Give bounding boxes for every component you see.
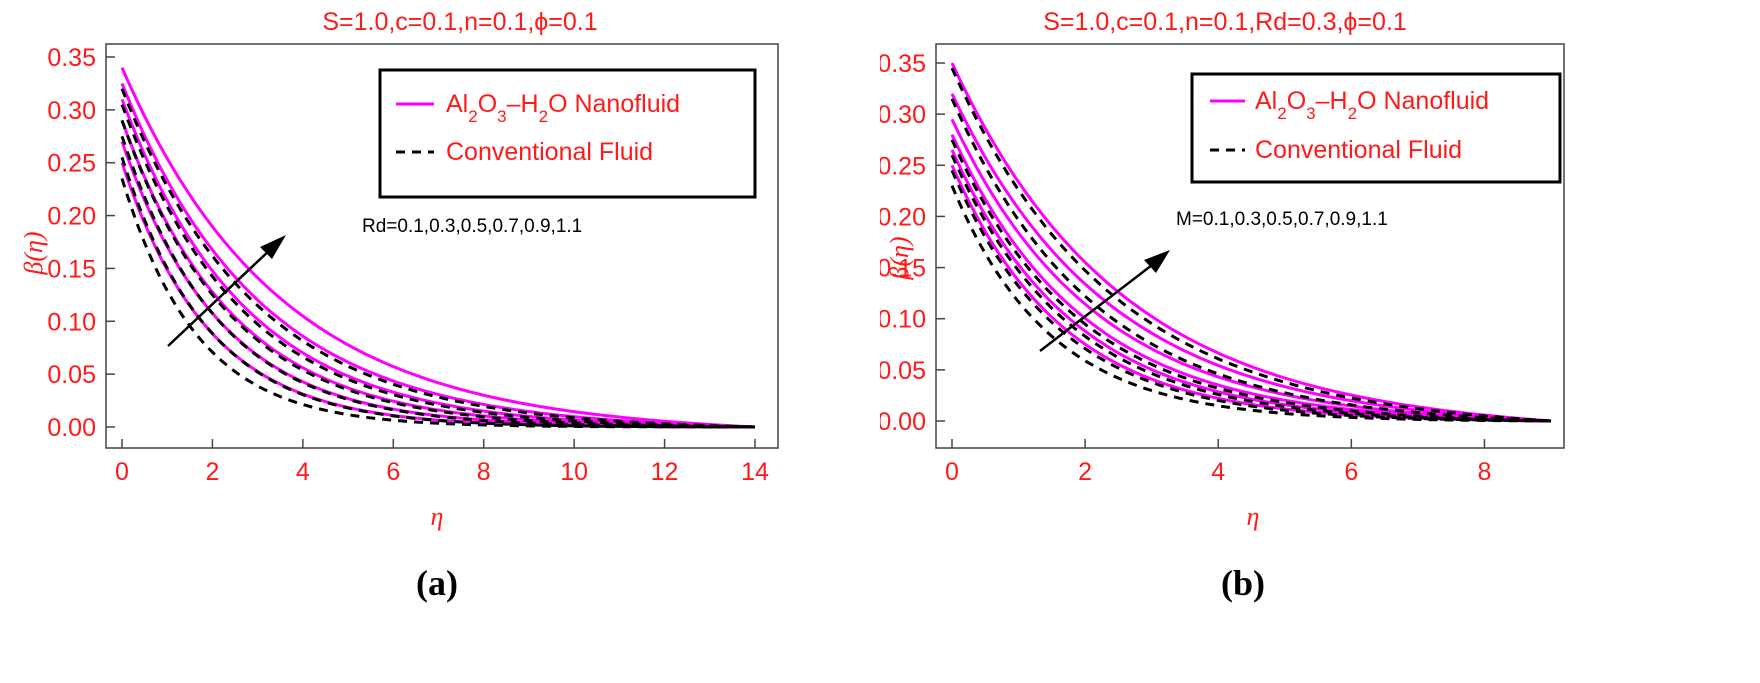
chart-b-xtick-label: 6 [1344,458,1358,486]
chart-b-frame [935,43,1565,449]
chart-b-xtick-label: 2 [1078,458,1092,486]
chart-b-ytick-label: 0.25 [880,152,926,180]
chart-b-arrow-shaft [1039,261,1157,352]
chart-a-xtick-label: 6 [386,458,400,486]
chart-b-ytick-label: 0.20 [880,203,926,231]
chart-b-xtick-label: 4 [1211,458,1225,486]
chart-b-ytick-label: 0.10 [880,306,926,334]
chart-a-series-conventional-7 [120,156,755,429]
chart-panel-a: S=1.0,c=0.1,n=0.1,ϕ=0.1 0 2 4 6 8 10 12 14 0.00 0… [0,0,880,678]
chart-b-series-conventional-10 [950,98,1552,423]
chart-b-xtick-label: 8 [1477,458,1491,486]
chart-b-svg: S=1.0,c=0.1,n=0.1,Rd=0.3,ϕ=0.1 0 2 4 6 8 0.00… [877,8,1565,603]
chart-b-panel-label: (b) [1221,563,1265,603]
chart-a-legend-nanofluid: Al2O3–H2O Nanofluid [446,90,680,126]
chart-a-frame [105,43,779,449]
chart-a-ytick-label: 0.15 [47,255,96,283]
chart-b-annotation: M=0.1,0.3,0.5,0.7,0.9,1.1 [1176,209,1388,230]
chart-a-ytick-label: 0.10 [47,308,96,336]
chart-a-legend-conventional: Conventional Fluid [446,138,653,166]
chart-a-arrow-head [260,235,286,259]
chart-a-ytick-label: 0.25 [47,150,96,178]
chart-b-ylabel: β(η) [885,236,914,280]
chart-a-arrow-shaft [167,247,273,347]
chart-a-ytick-label: 0.30 [47,97,96,125]
chart-a-series-nanofluid-5 [120,66,756,429]
chart-a-series-conventional-6 [120,178,755,429]
chart-b-legend-conventional: Conventional Fluid [1255,136,1462,164]
chart-a-xtick-label: 12 [651,458,679,486]
chart-a-ytick-label: 0.00 [47,414,96,442]
chart-a-xtick-label: 10 [560,458,588,486]
chart-b-series-nanofluid-1 [950,149,1552,423]
chart-b-series-conventional-8 [950,154,1552,423]
chart-b-ytick-label: 0.30 [880,101,926,129]
chart-panel-b: S=1.0,c=0.1,n=0.1,Rd=0.3,ϕ=0.1 0 2 4 6 8 0.00… [877,0,1760,678]
chart-b-xtick-label: 0 [945,458,959,486]
chart-b-title: S=1.0,c=0.1,n=0.1,Rd=0.3,ϕ=0.1 [1043,8,1407,36]
chart-a-ytick-label: 0.20 [47,203,96,231]
chart-b-ytick-label: 0.35 [880,50,926,78]
chart-a-ylabel: β(η) [19,231,48,275]
chart-a-annotation: Rd=0.1,0.3,0.5,0.7,0.9,1.1 [362,216,582,237]
chart-a-series-nanofluid-0 [120,162,755,429]
chart-a-xtick-label: 14 [741,458,769,486]
chart-b-ytick-label: 0.00 [880,408,926,436]
chart-b-legend-box [1190,72,1562,184]
chart-a-xtick-label: 0 [115,458,129,486]
chart-b-ytick-label: 0.05 [880,357,926,385]
chart-a-ytick-label: 0.35 [47,44,96,72]
chart-a-series-conventional-11 [120,88,756,429]
chart-a-panel-label: (a) [416,563,458,603]
chart-b-xlabel: η [1247,502,1260,531]
chart-b-legend-nanofluid: Al2O3–H2O Nanofluid [1255,87,1489,123]
chart-a-xtick-label: 4 [296,458,310,486]
chart-a-ytick-label: 0.05 [47,361,96,389]
chart-a-legend-box [378,68,757,199]
chart-a-series-conventional-8 [120,135,755,429]
chart-b-series-conventional-11 [950,67,1552,423]
chart-b-series-conventional-7 [950,169,1552,423]
chart-a-xtick-label: 2 [205,458,219,486]
chart-a-plot-area: 0 2 4 6 8 10 12 14 0.00 0.05 0.10 0.15 0.20 0.25 0.30 0… [47,43,779,486]
chart-b-series-conventional-9 [950,139,1552,423]
chart-b-plot-area: 0 2 4 6 8 0.00 0.05 0.10 0.15 0.20 0.25 0.30 0.35 [877,43,1565,486]
chart-a-xlabel: η [431,502,444,531]
chart-a-svg: S=1.0,c=0.1,n=0.1,ϕ=0.1 0 2 4 6 8 10 12 140.000… [19,8,779,603]
chart-a-xtick-label: 8 [477,458,491,486]
chart-a-title: S=1.0,c=0.1,n=0.1,ϕ=0.1 [322,8,597,36]
chart-b-ytick-label: 0.15 [880,255,926,283]
chart-b-arrow-head [1144,250,1170,273]
